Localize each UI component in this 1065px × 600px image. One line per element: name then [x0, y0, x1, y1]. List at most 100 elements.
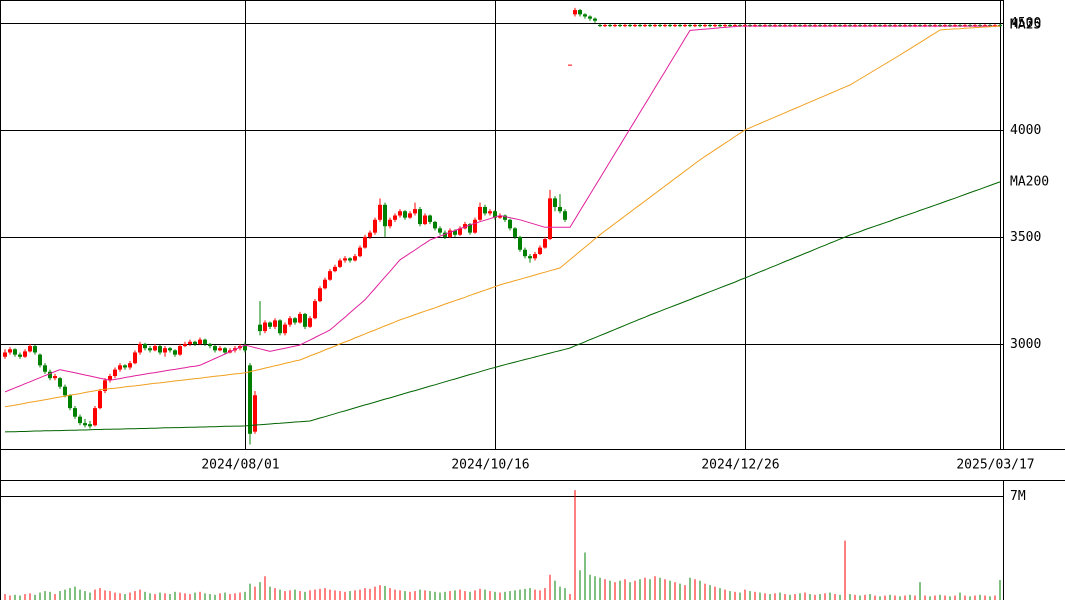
candle-body [433, 221, 437, 229]
volume-bar [59, 591, 61, 600]
volume-bar [154, 594, 156, 600]
candle-body [538, 247, 542, 255]
candle-body [138, 343, 142, 353]
candle-body [298, 313, 302, 323]
volume-bar [664, 579, 666, 600]
volume-bar [374, 586, 376, 600]
candle-body [963, 25, 967, 27]
volume-bar [894, 595, 896, 600]
candle-body [508, 219, 512, 229]
candle-body [663, 25, 667, 27]
candle-body [218, 348, 222, 351]
volume-bar [829, 592, 831, 600]
candle-body [308, 318, 312, 327]
volume-bar [384, 585, 386, 600]
candle-body [348, 258, 352, 261]
volume-bar [804, 592, 806, 600]
volume-bar [254, 586, 256, 600]
candle-body [288, 318, 292, 325]
y-tick-label: 3500 [1010, 230, 1041, 245]
volume-bar [549, 574, 551, 600]
candle-body [93, 408, 97, 426]
candle-body [368, 232, 372, 237]
candle-body [723, 25, 727, 27]
volume-bar [514, 590, 516, 600]
volume-bar [589, 574, 591, 600]
volume-bar [529, 588, 531, 600]
candle-body [938, 25, 942, 27]
volume-bar [264, 576, 266, 600]
volume-bar [429, 591, 431, 600]
volume-bar [789, 594, 791, 600]
volume-bar [739, 592, 741, 600]
volume-bar [209, 594, 211, 600]
volume-bar [564, 588, 566, 600]
volume-bar [524, 588, 526, 600]
volume-bar [629, 582, 631, 600]
candle-body [328, 271, 332, 280]
candle-body [8, 349, 12, 353]
volume-bar [879, 596, 881, 600]
x-tick-label: 2025/03/17 [956, 458, 1034, 473]
volume-bar [534, 589, 536, 600]
candle-body [213, 346, 217, 351]
candle-body [653, 25, 657, 27]
candle-body [3, 352, 7, 357]
candle-body [358, 247, 362, 257]
candle-body [658, 25, 662, 27]
candle-body [688, 25, 692, 27]
candle-body [478, 206, 482, 220]
candle-body [193, 341, 197, 344]
candle-body [303, 313, 307, 327]
volume-bar [104, 590, 106, 600]
candle-body [713, 25, 717, 27]
volume-bar [859, 595, 861, 600]
candle-body [823, 25, 827, 27]
volume-bar [299, 591, 301, 600]
volume-bar [169, 594, 171, 600]
candle-body [998, 25, 1002, 27]
volume-bar [704, 583, 706, 600]
candle-body [148, 348, 152, 351]
volume-bar [224, 592, 226, 600]
candle-body [828, 25, 832, 27]
candle-body [143, 343, 147, 349]
candle-body [973, 25, 977, 27]
volume-bar [164, 593, 166, 600]
candle-body [63, 386, 67, 396]
candle-body [513, 228, 517, 237]
candle-body [668, 25, 672, 27]
volume-bar [934, 595, 936, 600]
candle-body [273, 320, 277, 327]
volume-bar [354, 590, 356, 600]
candle-body [773, 25, 777, 27]
volume-bar [684, 585, 686, 600]
candle-body [153, 346, 157, 351]
volume-bar [89, 592, 91, 600]
volume-bar [884, 595, 886, 600]
candle-body [818, 25, 822, 27]
volume-bar [274, 588, 276, 600]
volume-bar [314, 589, 316, 600]
volume-bar [509, 591, 511, 600]
volume-bar [554, 580, 556, 600]
volume-bar [184, 593, 186, 600]
candle-body [383, 204, 387, 227]
volume-bar [269, 586, 271, 600]
volume-bar [719, 588, 721, 600]
volume-bar [489, 591, 491, 600]
candle-body [388, 219, 392, 227]
volume-bar [844, 540, 846, 600]
volume-bar [494, 591, 496, 600]
volume-bar [14, 594, 16, 600]
volume-bar [279, 589, 281, 600]
volume-bar [914, 595, 916, 600]
candle-body [733, 25, 737, 27]
candle-body [563, 211, 567, 220]
volume-bar [284, 591, 286, 600]
candle-body [918, 25, 922, 27]
candle-body [263, 322, 267, 332]
candle-body [243, 346, 247, 351]
volume-bar [939, 594, 941, 600]
volume-bar [559, 586, 561, 600]
